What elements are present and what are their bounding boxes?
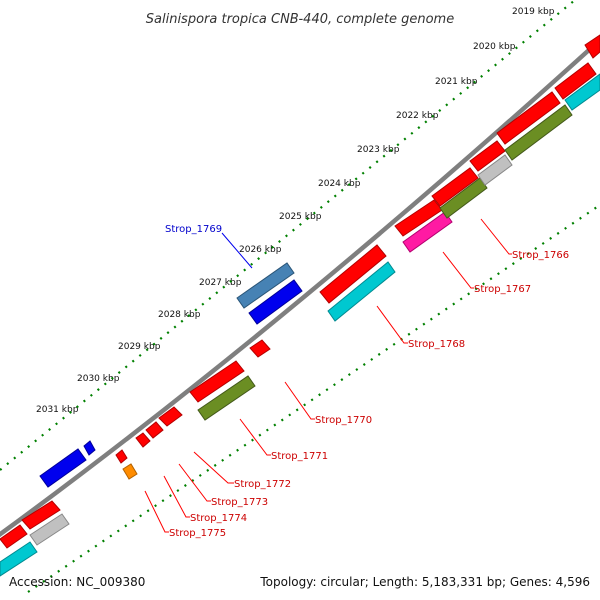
feature-olive-1771 [197, 375, 256, 421]
label-strop-1773[interactable]: Strop_1773 [211, 497, 268, 508]
cds-bottom-left-1 [0, 524, 28, 549]
label-strop-1769[interactable]: Strop_1769 [165, 224, 222, 235]
feature-grey-top [477, 154, 513, 186]
tick-label-2021: 2021 kbp [435, 77, 478, 87]
tick-label-2025: 2025 kbp [279, 212, 322, 222]
tick-label-2026: 2026 kbp [239, 245, 282, 255]
label-strop-1766[interactable]: Strop_1766 [512, 250, 569, 261]
feature-olive-top [504, 104, 573, 161]
label-strop-1768[interactable]: Strop_1768 [408, 339, 465, 350]
tick-label-2020: 2020 kbp [473, 42, 516, 52]
cds-top-right-1 [469, 140, 506, 172]
map-title: Salinispora tropica CNB-440, complete ge… [146, 12, 454, 27]
cds-strop-1772 [158, 406, 183, 427]
feature-olive-1766 [439, 177, 488, 219]
label-strop-1774[interactable]: Strop_1774 [190, 513, 247, 524]
genome-summary-text: Topology: circular; Length: 5,183,331 bp… [259, 575, 590, 589]
gene-labels: Strop_1769 Strop_1766 Strop_1767 Strop_1… [165, 224, 569, 539]
feature-orange-1775 [122, 463, 138, 480]
cds-bottom-left-2 [21, 500, 61, 530]
tick-label-2027: 2027 kbp [199, 278, 242, 288]
label-strop-1767[interactable]: Strop_1767 [474, 284, 531, 295]
cds-strop-1775 [115, 449, 128, 464]
tick-label-2019: 2019 kbp [512, 7, 555, 17]
leader-strop-1770 [284, 381, 315, 420]
label-leaders [144, 218, 512, 533]
feature-tracks [0, 73, 600, 577]
tick-label-2031: 2031 kbp [36, 405, 79, 415]
cds-strop-1771 [189, 360, 245, 403]
cds-strop-1770 [249, 339, 271, 358]
leader-strop-1769 [221, 232, 253, 269]
cds-strop-1774 [135, 432, 151, 448]
leader-strop-1774 [163, 475, 190, 518]
label-strop-1772[interactable]: Strop_1772 [234, 479, 291, 490]
accession-text: Accession: NC_009380 [9, 575, 145, 589]
cds-reverse-1 [39, 448, 87, 488]
leader-strop-1766 [480, 218, 512, 255]
leader-strop-1772 [193, 451, 234, 484]
feature-cyan-top [564, 73, 600, 111]
feature-grey-bottom [29, 513, 70, 546]
tick-label-2024: 2024 kbp [318, 179, 361, 189]
feature-cyan-1768 [327, 261, 396, 322]
cds-reverse-2 [83, 440, 96, 456]
backbone-arc [0, 38, 600, 538]
outer-tick-track [0, 0, 576, 471]
feature-magenta-1767 [402, 211, 453, 253]
cds-strop-1773 [145, 421, 164, 439]
inner-tick-track [27, 204, 600, 593]
leader-strop-1767 [442, 251, 474, 289]
tick-label-2028: 2028 kbp [158, 310, 201, 320]
leader-strop-1768 [376, 305, 408, 344]
leader-strop-1775 [144, 490, 169, 533]
forward-cds-track [0, 34, 600, 549]
cds-strop-1766 [431, 167, 479, 207]
leader-strop-1773 [178, 463, 211, 502]
tick-label-2022: 2022 kbp [396, 111, 439, 121]
feature-steelblue [236, 262, 295, 309]
leader-strop-1771 [239, 418, 271, 456]
cds-strop-1768 [319, 244, 387, 304]
label-strop-1771[interactable]: Strop_1771 [271, 451, 328, 462]
tick-label-2023: 2023 kbp [357, 145, 400, 155]
cds-strop-1769 [248, 279, 303, 325]
cds-top-right-4 [584, 34, 600, 59]
tick-label-2029: 2029 kbp [118, 342, 161, 352]
kbp-tick-labels: 2019 kbp 2020 kbp 2021 kbp 2022 kbp 2023… [36, 7, 555, 415]
tick-label-2030: 2030 kbp [77, 374, 120, 384]
genome-backbone [0, 38, 600, 538]
reverse-cds-track [39, 279, 303, 488]
cds-top-right-3 [554, 62, 597, 100]
feature-cyan-bottom [0, 541, 38, 577]
label-strop-1770[interactable]: Strop_1770 [315, 415, 372, 426]
label-strop-1775[interactable]: Strop_1775 [169, 528, 226, 539]
cds-top-right-2 [496, 91, 561, 145]
